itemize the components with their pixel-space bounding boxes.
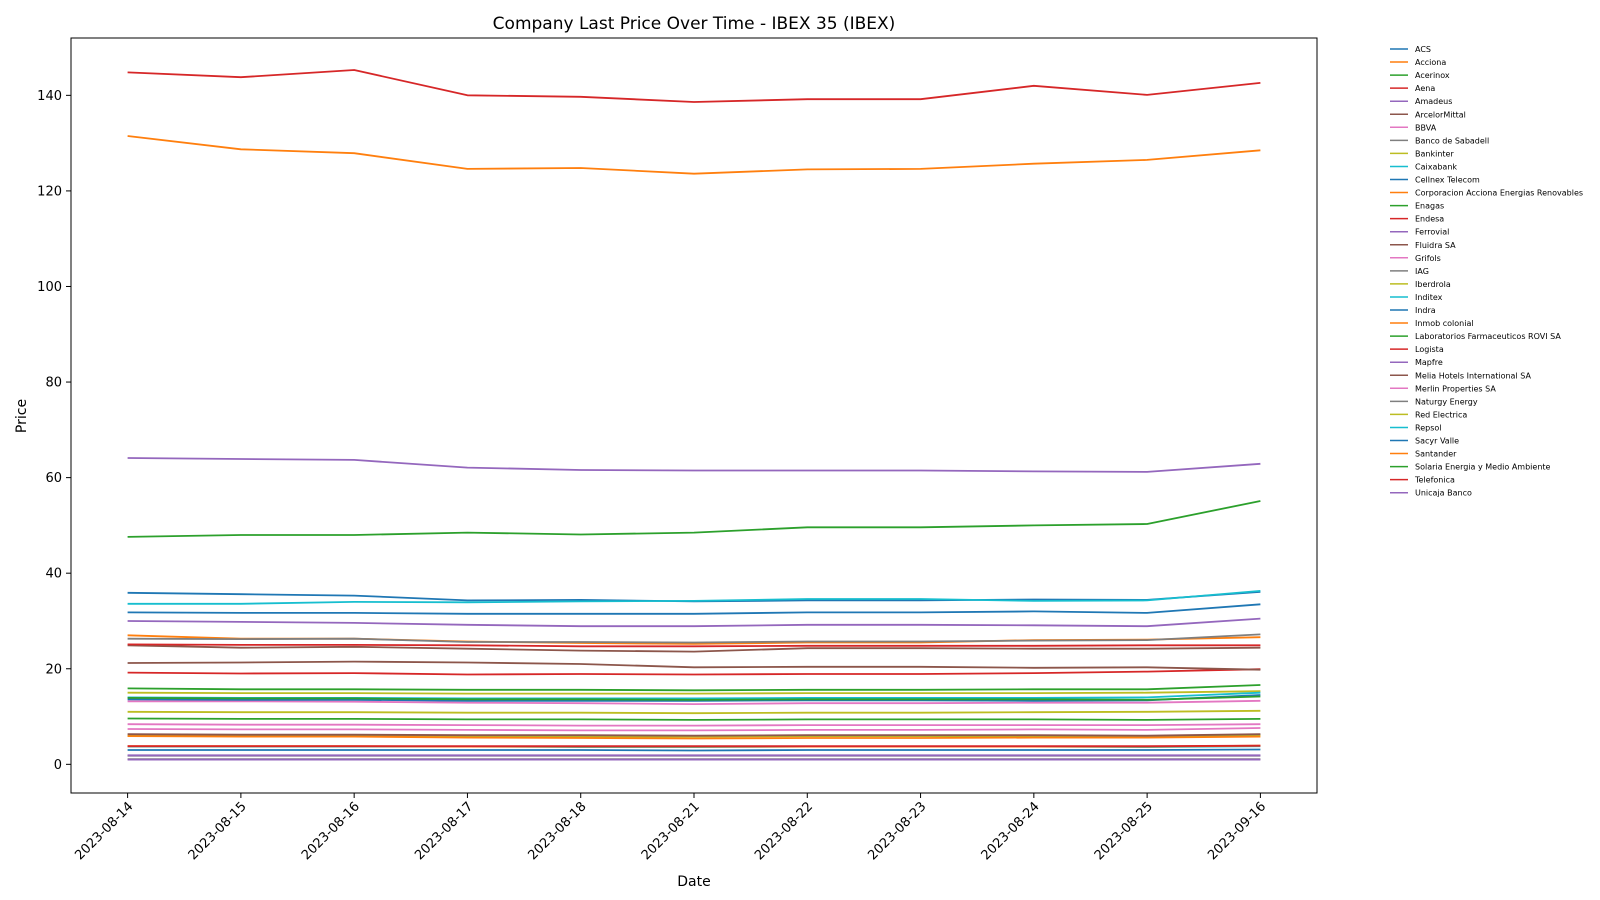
series-line xyxy=(127,695,1261,701)
legend-label: Solaria Energia y Medio Ambiente xyxy=(1415,463,1551,472)
legend-label: Indra xyxy=(1415,306,1436,315)
x-tick-label: 2023-08-23 xyxy=(865,799,929,863)
y-tick-label: 60 xyxy=(45,471,62,486)
legend-label: Mapfre xyxy=(1415,358,1443,367)
legend-label: ACS xyxy=(1415,45,1431,54)
series-line xyxy=(127,135,1261,175)
legend-label: Aena xyxy=(1415,84,1435,93)
series-line xyxy=(127,668,1261,676)
series-line xyxy=(127,660,1261,671)
legend-label: Endesa xyxy=(1415,215,1444,224)
legend-label: Acciona xyxy=(1415,58,1446,67)
y-tick-label: 20 xyxy=(45,662,62,677)
legend-label: Corporacion Acciona Energias Renovables xyxy=(1415,189,1583,198)
legend-label: Cellnex Telecom xyxy=(1415,176,1480,185)
legend-label: Sacyr Valle xyxy=(1415,437,1459,446)
legend-label: Caixabank xyxy=(1415,162,1457,171)
legend-label: IAG xyxy=(1415,267,1429,276)
series-line xyxy=(127,644,1261,653)
series-line xyxy=(127,590,1261,605)
legend-label: Unicaja Banco xyxy=(1415,489,1472,498)
legend-label: Repsol xyxy=(1415,423,1441,432)
x-tick-label: 2023-08-21 xyxy=(639,799,703,863)
x-tick-label: 2023-08-18 xyxy=(526,799,590,863)
legend-label: Red Electrica xyxy=(1415,410,1467,419)
x-tick-label: 2023-08-25 xyxy=(1092,799,1156,863)
series-line xyxy=(127,457,1261,473)
series-line xyxy=(127,500,1261,538)
legend-label: Enagas xyxy=(1415,202,1444,211)
legend-label: Logista xyxy=(1415,345,1444,354)
legend-label: Grifols xyxy=(1415,254,1441,263)
series-line xyxy=(127,744,1261,748)
chart-legend: ACS Acciona Acerinox Aena Amadeus ArcelorMitt… xyxy=(1390,45,1583,498)
series-line xyxy=(127,717,1261,721)
legend-label: Santander xyxy=(1415,450,1457,459)
series-line xyxy=(127,617,1261,628)
series-line xyxy=(127,69,1261,103)
legend-label: Telefonica xyxy=(1414,476,1455,485)
x-tick-label: 2023-08-16 xyxy=(299,799,363,863)
y-tick-label: 0 xyxy=(54,758,62,773)
chart-title: Company Last Price Over Time - IBEX 35 (… xyxy=(493,14,896,34)
legend-label: Amadeus xyxy=(1415,97,1452,106)
x-tick-label: 2023-08-17 xyxy=(412,799,476,863)
legend-label: Inmob colonial xyxy=(1415,319,1474,328)
legend-label: Laboratorios Farmaceuticos ROVI SA xyxy=(1415,332,1561,341)
legend-label: Naturgy Energy xyxy=(1415,397,1478,406)
series-line xyxy=(127,735,1261,740)
x-axis-ticks: 2023-08-14 2023-08-15 2023-08-16 2023-08-17… xyxy=(72,793,1269,863)
legend-label: Melia Hotels International SA xyxy=(1415,371,1531,380)
legend-label: Ferrovial xyxy=(1415,228,1449,237)
x-tick-label: 2023-08-22 xyxy=(752,799,816,863)
series-line xyxy=(127,709,1261,715)
legend-label: Fluidra SA xyxy=(1415,241,1456,250)
y-tick-label: 80 xyxy=(45,376,62,391)
legend-label: Iberdrola xyxy=(1415,280,1451,289)
x-axis-label: Date xyxy=(677,874,710,890)
x-tick-label: 2023-08-14 xyxy=(72,799,136,863)
x-tick-label: 2023-08-24 xyxy=(979,799,1043,863)
y-tick-label: 100 xyxy=(37,280,62,295)
legend-label: BBVA xyxy=(1415,123,1437,132)
legend-label: Inditex xyxy=(1415,293,1443,302)
series-line xyxy=(127,699,1261,705)
series-line xyxy=(127,643,1261,648)
y-tick-label: 40 xyxy=(45,567,62,582)
legend-label: Banco de Sabadell xyxy=(1415,136,1489,145)
series-line xyxy=(127,633,1261,644)
x-tick-label: 2023-08-15 xyxy=(186,799,250,863)
y-tick-label: 140 xyxy=(37,89,62,104)
series-line xyxy=(127,723,1261,727)
series-line xyxy=(127,603,1261,615)
y-tick-label: 120 xyxy=(37,184,62,199)
series-line xyxy=(127,684,1261,692)
series-line xyxy=(127,694,1261,702)
series-line xyxy=(127,727,1261,732)
series-line xyxy=(127,748,1261,752)
series-line xyxy=(127,733,1261,737)
legend-label: Bankinter xyxy=(1415,149,1454,158)
x-tick-label: 2023-09-16 xyxy=(1205,799,1269,863)
plot-lines xyxy=(127,69,1261,761)
y-axis-label: Price xyxy=(14,399,30,433)
y-axis-ticks: 0 20 40 60 80 100 120 140 xyxy=(37,89,71,773)
plot-area-frame xyxy=(70,37,1318,794)
legend-label: Acerinox xyxy=(1415,71,1450,80)
legend-label: ArcelorMittal xyxy=(1415,110,1466,119)
series-line xyxy=(127,690,1261,695)
legend-label: Merlin Properties SA xyxy=(1415,384,1496,393)
